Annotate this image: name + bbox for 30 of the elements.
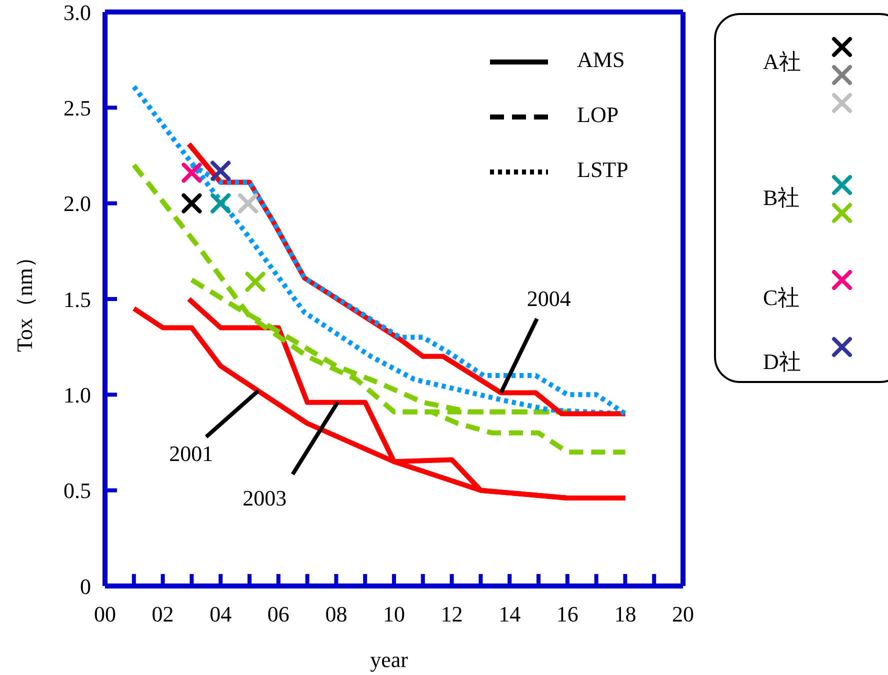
y-tick-label: 0.5	[64, 478, 91, 504]
text: C社	[763, 285, 800, 310]
y-tick-label: 3.0	[64, 0, 91, 25]
text: B社	[763, 185, 800, 210]
text: A社	[763, 49, 801, 74]
x-tick-label: 08	[325, 602, 348, 627]
y-axis-title: Tox（nm）	[12, 246, 37, 352]
x-tick-label: 04	[210, 602, 232, 627]
x-tick-label: 00	[94, 602, 116, 627]
text: D社	[763, 349, 801, 374]
x-tick-label: 06	[267, 602, 290, 627]
x-axis-title: year	[370, 647, 409, 672]
annotation: 2003	[242, 485, 287, 510]
x-tick-label: 10	[383, 602, 405, 627]
annotation: 2004	[526, 286, 571, 311]
annotation: LOP	[577, 102, 619, 128]
x-tick-label: 18	[614, 602, 636, 627]
x-tick-label: 12	[440, 602, 463, 627]
x-tick-label: 20	[672, 602, 694, 627]
x-tick-label: 16	[556, 602, 578, 627]
y-tick-label: 0	[80, 574, 91, 599]
y-tick-label: 2.0	[64, 191, 91, 216]
x-tick-label: 14	[498, 602, 521, 627]
y-tick-label: 1.5	[64, 286, 91, 312]
annotation: LSTP	[577, 157, 628, 182]
y-tick-label: 1.0	[64, 382, 91, 408]
y-tick-label: 2.5	[64, 95, 91, 120]
annotation: 2001	[169, 440, 214, 466]
x-tick-label: 02	[152, 602, 174, 627]
annotation: AMS	[577, 47, 625, 72]
